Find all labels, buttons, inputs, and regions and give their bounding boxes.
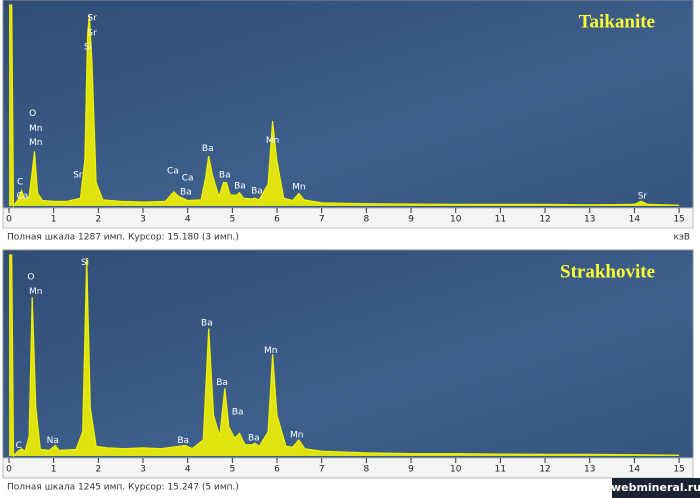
peak-label: Sr xyxy=(87,29,97,39)
x-tick-label: 9 xyxy=(408,215,414,225)
status-line: Полная шкала 1287 имп. Курсор: 15.180 (3… xyxy=(7,233,239,243)
x-tick-label: 11 xyxy=(495,465,506,475)
x-tick-label: 5 xyxy=(229,465,235,475)
x-tick-label: 13 xyxy=(584,215,595,225)
x-tick-label: 13 xyxy=(584,465,595,475)
peak-label: Ca xyxy=(167,166,179,176)
watermark-bg xyxy=(612,478,700,498)
x-tick-label: 15 xyxy=(673,465,684,475)
spectrum-title: Taikanite xyxy=(579,11,655,32)
x-tick-label: 4 xyxy=(185,215,191,225)
x-tick-label: 9 xyxy=(408,465,414,475)
peak-label: Ba xyxy=(251,186,263,196)
peak-label: Mn xyxy=(29,287,42,297)
peak-label: Mn xyxy=(264,346,277,356)
axis-strip xyxy=(2,207,694,229)
axis-strip xyxy=(2,457,694,479)
x-tick-label: 5 xyxy=(229,215,235,225)
watermark: webmineral.ru xyxy=(611,481,700,494)
x-tick-label: 12 xyxy=(539,465,550,475)
x-tick-label: 3 xyxy=(140,215,146,225)
peak-label: Ba xyxy=(234,181,246,191)
x-tick-label: 2 xyxy=(95,465,101,475)
peak-label: Si xyxy=(81,258,89,268)
peak-label: Sr xyxy=(638,192,648,202)
x-tick-label: 0 xyxy=(6,215,12,225)
peak-label: Ba xyxy=(248,434,260,444)
peak-label: Mn xyxy=(292,182,305,192)
x-tick-label: 2 xyxy=(95,215,101,225)
x-tick-label: 8 xyxy=(364,465,370,475)
peak-label: Sr xyxy=(87,14,97,24)
peak-label: Mn xyxy=(290,431,303,441)
peak-label: Mn xyxy=(29,124,42,134)
plot-area xyxy=(2,0,694,209)
peak-label: Sr xyxy=(73,170,83,180)
x-tick-label: 10 xyxy=(450,215,462,225)
x-tick-label: 6 xyxy=(274,465,280,475)
x-tick-label: 3 xyxy=(140,465,146,475)
peak-label: Ba xyxy=(232,408,244,418)
spectrum-title: Strakhovite xyxy=(560,261,655,282)
peak-label: Mn xyxy=(29,138,42,148)
x-tick-label: 11 xyxy=(495,215,506,225)
peak-label: Ba xyxy=(216,378,228,388)
peak-label: Mn xyxy=(266,136,279,146)
peak-label: O xyxy=(29,109,36,119)
peak-label: Na xyxy=(47,436,59,446)
peak-label: Ba xyxy=(201,319,213,329)
x-tick-label: 0 xyxy=(6,465,12,475)
x-tick-label: 12 xyxy=(539,215,550,225)
peak-label: Ba xyxy=(202,144,214,154)
peak-label: Ba xyxy=(219,170,231,180)
peak-label: Ca xyxy=(182,173,194,183)
spectrum-line xyxy=(9,4,680,208)
spectrum-line xyxy=(9,254,680,458)
x-unit: кэВ xyxy=(673,233,690,243)
x-tick-label: 15 xyxy=(673,215,684,225)
x-tick-label: 14 xyxy=(629,465,641,475)
plot-area xyxy=(2,249,694,459)
x-tick-label: 6 xyxy=(274,215,280,225)
peak-label: Si xyxy=(84,43,92,53)
peak-label: O xyxy=(27,272,34,282)
x-tick-label: 1 xyxy=(51,465,57,475)
x-tick-label: 7 xyxy=(319,465,325,475)
x-tick-label: 7 xyxy=(319,215,325,225)
peak-label: C xyxy=(17,177,23,187)
peak-label: Ca xyxy=(16,192,28,202)
x-tick-label: 1 xyxy=(51,215,57,225)
x-tick-label: 10 xyxy=(450,465,462,475)
x-tick-label: 4 xyxy=(185,465,191,475)
peak-label: Ba xyxy=(180,187,192,197)
x-tick-label: 14 xyxy=(629,215,641,225)
x-tick-label: 8 xyxy=(364,215,370,225)
peak-label: C xyxy=(16,441,22,451)
peak-label: Ba xyxy=(177,436,189,446)
status-line: Полная шкала 1245 имп. Курсор: 15.247 (5… xyxy=(7,483,239,493)
